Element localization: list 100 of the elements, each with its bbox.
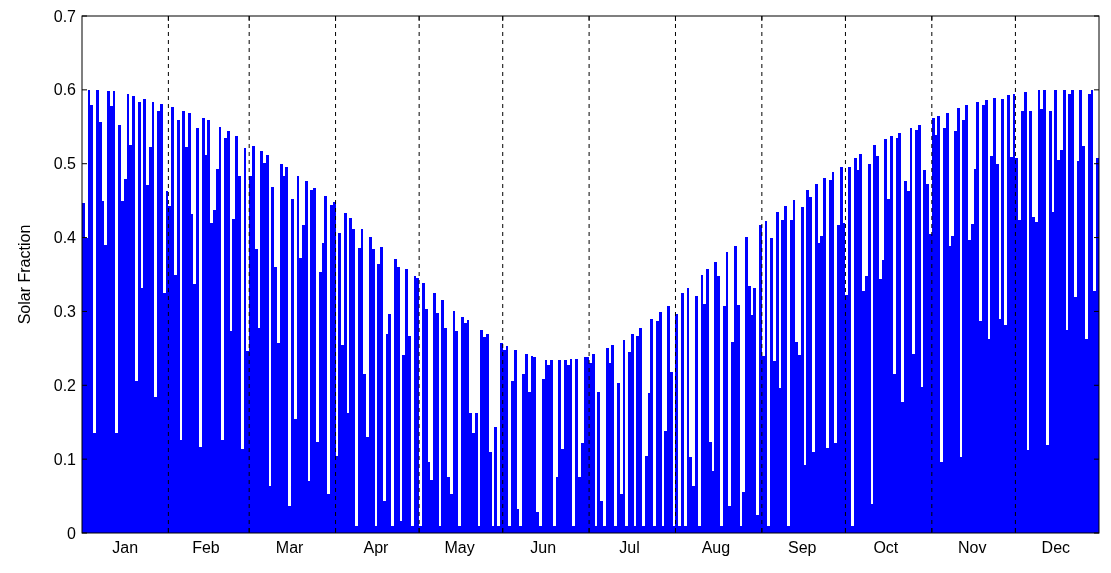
bar <box>1023 92 1027 533</box>
bar <box>848 167 852 533</box>
x-tick-label: Sep <box>788 539 817 556</box>
bar <box>550 360 553 533</box>
bar <box>182 111 186 533</box>
bar <box>132 95 135 533</box>
bar <box>597 391 601 533</box>
bar <box>1068 93 1072 533</box>
bar <box>734 245 737 533</box>
bar <box>917 124 921 533</box>
bar <box>639 327 643 533</box>
bar <box>984 100 988 533</box>
bar <box>285 167 289 533</box>
bar <box>814 183 818 533</box>
bar <box>1043 89 1047 533</box>
bar <box>171 106 174 533</box>
x-tick-label: Apr <box>363 539 390 556</box>
bar <box>775 212 779 533</box>
bar <box>1062 89 1066 533</box>
y-tick-label: 0.7 <box>53 7 77 25</box>
bar <box>394 258 397 533</box>
bar <box>770 237 773 533</box>
bar <box>976 101 980 533</box>
bar <box>873 145 877 533</box>
bar <box>260 151 264 533</box>
bar <box>226 131 230 533</box>
bar <box>368 236 372 533</box>
y-tick-label: 0.5 <box>53 155 77 173</box>
bar <box>630 334 634 533</box>
bar <box>931 117 935 533</box>
bar <box>107 90 110 533</box>
x-tick-label: Dec <box>1041 539 1071 556</box>
bar <box>338 233 342 533</box>
bar <box>196 127 200 533</box>
y-tick-label: 0.1 <box>53 450 77 468</box>
bar <box>380 247 383 533</box>
bar <box>903 180 907 533</box>
bar <box>658 312 662 533</box>
x-tick-label: Jun <box>530 539 557 556</box>
bar <box>753 287 757 533</box>
bar <box>784 205 787 533</box>
bar <box>616 383 620 533</box>
bar <box>279 163 283 533</box>
bar <box>1029 111 1033 533</box>
bar <box>494 427 498 533</box>
bar <box>480 329 484 533</box>
y-tick-label: 0.4 <box>53 229 77 247</box>
bar <box>650 318 654 533</box>
bar <box>160 103 163 533</box>
bar <box>460 316 464 533</box>
bar <box>898 132 902 533</box>
bar <box>937 115 941 533</box>
bar <box>271 187 275 533</box>
bar <box>324 196 328 533</box>
bar <box>265 154 269 533</box>
x-tick-label: Nov <box>958 539 987 556</box>
bar <box>591 354 595 533</box>
x-tick-label: Jul <box>619 539 640 556</box>
bar <box>1054 89 1058 533</box>
bar <box>304 181 308 533</box>
bar <box>349 218 353 533</box>
bar <box>867 164 871 533</box>
bar <box>611 345 615 533</box>
bar <box>137 102 141 533</box>
bar <box>176 120 180 533</box>
bar <box>605 347 609 533</box>
bar <box>1071 89 1074 533</box>
bar <box>143 98 147 533</box>
bar <box>890 136 893 533</box>
y-tick-label: 0 <box>67 524 77 542</box>
bar <box>1007 95 1010 533</box>
x-tick-label: Jan <box>112 539 139 556</box>
bar <box>388 313 392 533</box>
bar <box>433 292 436 533</box>
bar <box>706 269 709 533</box>
bar <box>310 189 314 533</box>
bar <box>800 206 804 533</box>
bar <box>1048 111 1052 533</box>
bar <box>965 104 969 533</box>
x-tick-label: Aug <box>701 539 731 556</box>
bar <box>714 261 718 533</box>
x-tick-label: Mar <box>275 539 305 556</box>
bar <box>405 268 408 533</box>
bar <box>806 189 810 533</box>
y-tick-label: 0.6 <box>53 81 77 99</box>
bar <box>681 292 684 533</box>
bar <box>745 236 748 533</box>
bar <box>474 412 478 533</box>
x-tick-label: May <box>444 539 475 556</box>
bar <box>118 125 122 533</box>
bar <box>95 89 99 533</box>
bar <box>251 145 255 533</box>
bar <box>1001 98 1005 533</box>
bar <box>343 213 347 533</box>
bar <box>945 112 949 533</box>
bar <box>859 154 863 533</box>
bar <box>575 358 578 533</box>
bar <box>201 117 205 533</box>
bar <box>884 138 888 533</box>
y-tick-label: 0.2 <box>53 376 77 394</box>
